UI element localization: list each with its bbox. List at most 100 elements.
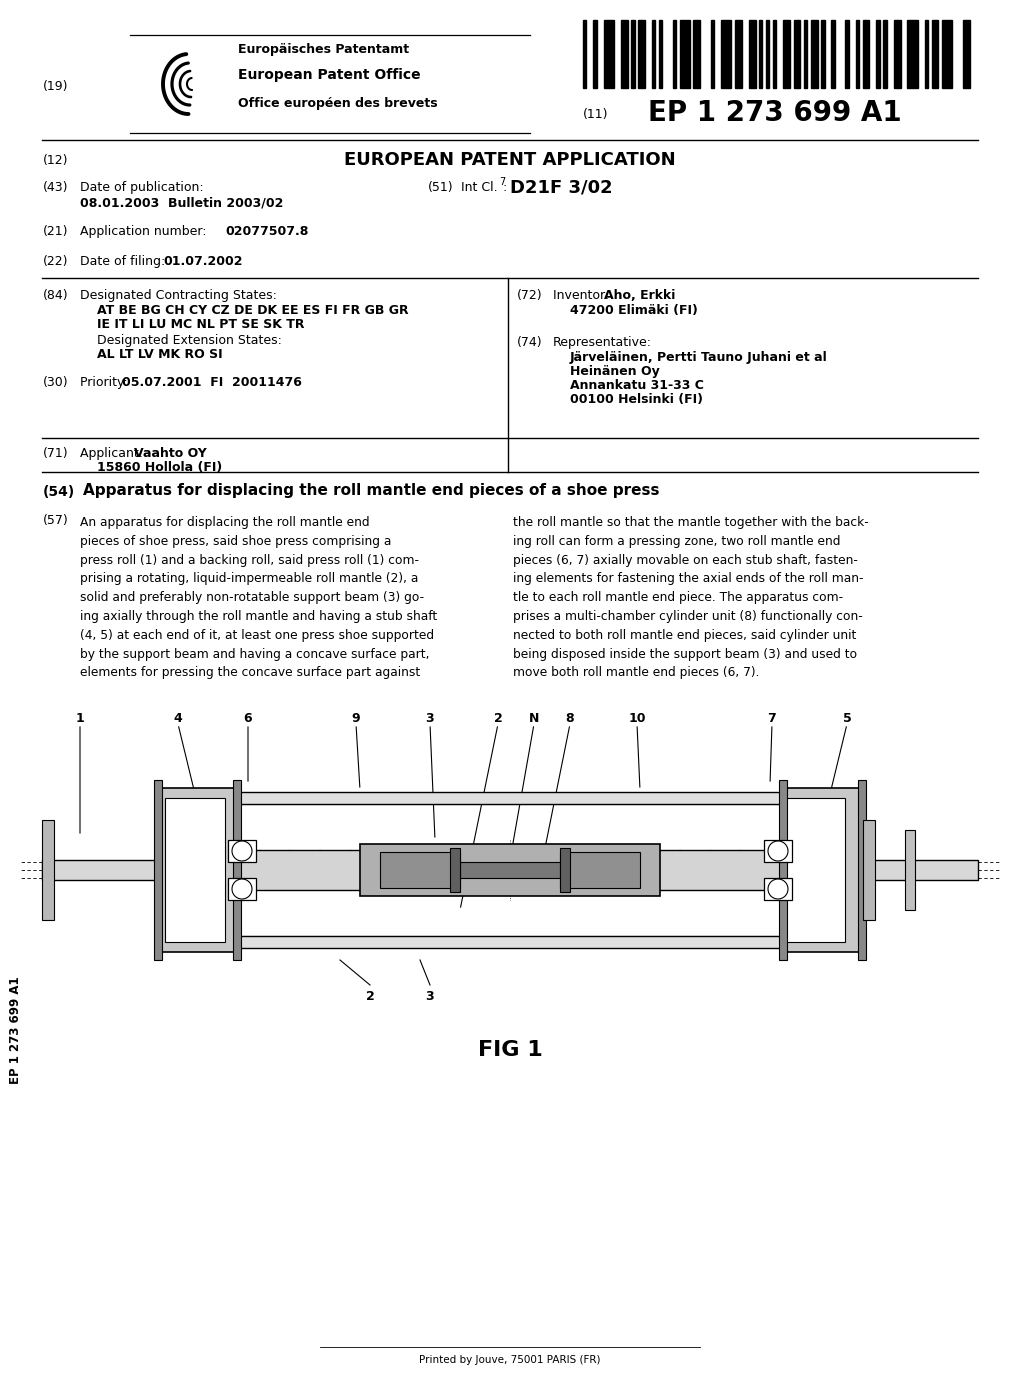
Bar [621, 19, 628, 88]
Bar [820, 19, 823, 88]
Text: (19): (19) [43, 80, 68, 92]
Text: IE IT LI LU MC NL PT SE SK TR: IE IT LI LU MC NL PT SE SK TR [97, 317, 305, 331]
Text: (43): (43) [43, 181, 68, 195]
Bar [658, 19, 661, 88]
Bar [673, 19, 676, 88]
Bar [962, 19, 969, 88]
Text: 2: 2 [493, 712, 502, 724]
Text: AL LT LV MK RO SI: AL LT LV MK RO SI [97, 348, 222, 362]
Bar [785, 798, 844, 943]
Text: (72): (72) [517, 288, 542, 302]
Text: 6: 6 [244, 712, 252, 724]
Bar [830, 19, 835, 88]
Bar [559, 847, 570, 891]
Bar [803, 19, 807, 88]
Text: (74): (74) [517, 335, 542, 349]
Bar [779, 780, 787, 960]
Circle shape [767, 879, 788, 898]
Text: 5: 5 [842, 712, 851, 724]
Bar [638, 19, 644, 88]
Text: 02077507.8: 02077507.8 [225, 225, 308, 237]
Bar [157, 850, 862, 890]
Text: Date of publication:: Date of publication: [79, 181, 204, 195]
Text: 10: 10 [628, 712, 645, 724]
Bar [593, 19, 596, 88]
Circle shape [231, 879, 252, 898]
Text: (22): (22) [43, 255, 68, 268]
Text: :: : [502, 181, 506, 195]
Text: EP 1 273 699 A1: EP 1 273 699 A1 [9, 976, 22, 1083]
Text: Vaahto OY: Vaahto OY [133, 447, 207, 460]
Bar [710, 19, 713, 88]
Bar [157, 792, 862, 805]
Text: Date of filing:: Date of filing: [79, 255, 169, 268]
Text: the roll mantle so that the mantle together with the back-
ing roll can form a p: the roll mantle so that the mantle toget… [513, 516, 868, 679]
Bar [155, 788, 234, 952]
Bar [228, 840, 256, 862]
Bar [793, 19, 800, 88]
Bar [583, 19, 586, 88]
Bar [924, 19, 927, 88]
Bar [603, 19, 613, 88]
Bar [765, 19, 768, 88]
Text: European Patent Office: European Patent Office [237, 68, 420, 81]
Bar [460, 862, 559, 878]
Bar [862, 860, 977, 880]
Text: 00100 Helsinki (FI): 00100 Helsinki (FI) [570, 393, 702, 406]
Text: Annankatu 31-33 C: Annankatu 31-33 C [570, 380, 703, 392]
Text: Application number:: Application number: [79, 225, 210, 237]
Text: 1: 1 [75, 712, 85, 724]
Text: 01.07.2002: 01.07.2002 [163, 255, 243, 268]
Text: (84): (84) [43, 288, 68, 302]
Text: (11): (11) [583, 108, 608, 121]
Text: 8: 8 [566, 712, 574, 724]
Text: FIG 1: FIG 1 [477, 1041, 542, 1060]
Text: 47200 Elimäki (FI): 47200 Elimäki (FI) [570, 304, 697, 317]
Bar [893, 19, 900, 88]
Text: 3: 3 [425, 712, 434, 724]
Bar [42, 860, 157, 880]
Bar [734, 19, 741, 88]
Text: 7: 7 [498, 177, 504, 188]
Text: Int Cl.: Int Cl. [461, 181, 497, 195]
Text: (54): (54) [43, 484, 75, 500]
Text: 7: 7 [767, 712, 775, 724]
Bar [785, 788, 864, 952]
Bar [763, 878, 791, 900]
Text: Applicant:: Applicant: [79, 447, 147, 460]
Bar [42, 820, 54, 920]
Bar [862, 19, 868, 88]
Text: (71): (71) [43, 447, 68, 460]
Text: 08.01.2003  Bulletin 2003/02: 08.01.2003 Bulletin 2003/02 [79, 196, 283, 208]
Text: 2: 2 [365, 989, 374, 1003]
Circle shape [767, 840, 788, 861]
Text: Printed by Jouve, 75001 PARIS (FR): Printed by Jouve, 75001 PARIS (FR) [419, 1355, 600, 1365]
Text: (57): (57) [43, 513, 68, 527]
Text: D21F 3/02: D21F 3/02 [510, 178, 612, 196]
Text: Representative:: Representative: [552, 335, 651, 349]
Bar [157, 936, 862, 948]
Bar [904, 829, 914, 909]
Bar [930, 19, 937, 88]
Bar [783, 19, 790, 88]
Bar [360, 845, 659, 896]
Text: EP 1 273 699 A1: EP 1 273 699 A1 [647, 99, 901, 127]
Bar [758, 19, 762, 88]
Text: Järveläinen, Pertti Tauno Juhani et al: Järveläinen, Pertti Tauno Juhani et al [570, 351, 827, 364]
Text: N: N [528, 712, 539, 724]
Bar [679, 19, 689, 88]
Bar [763, 840, 791, 862]
Text: EUROPEAN PATENT APPLICATION: EUROPEAN PATENT APPLICATION [343, 150, 676, 168]
Text: (12): (12) [43, 155, 68, 167]
Text: Apparatus for displacing the roll mantle end pieces of a shoe press: Apparatus for displacing the roll mantle… [83, 483, 659, 498]
Circle shape [231, 840, 252, 861]
Bar [845, 19, 848, 88]
Text: 4: 4 [173, 712, 182, 724]
Bar [748, 19, 755, 88]
Bar [651, 19, 655, 88]
Bar [154, 780, 162, 960]
Text: (30): (30) [43, 375, 68, 389]
Bar [720, 19, 731, 88]
Text: Designated Extension States:: Designated Extension States: [97, 334, 281, 346]
Bar [855, 19, 858, 88]
